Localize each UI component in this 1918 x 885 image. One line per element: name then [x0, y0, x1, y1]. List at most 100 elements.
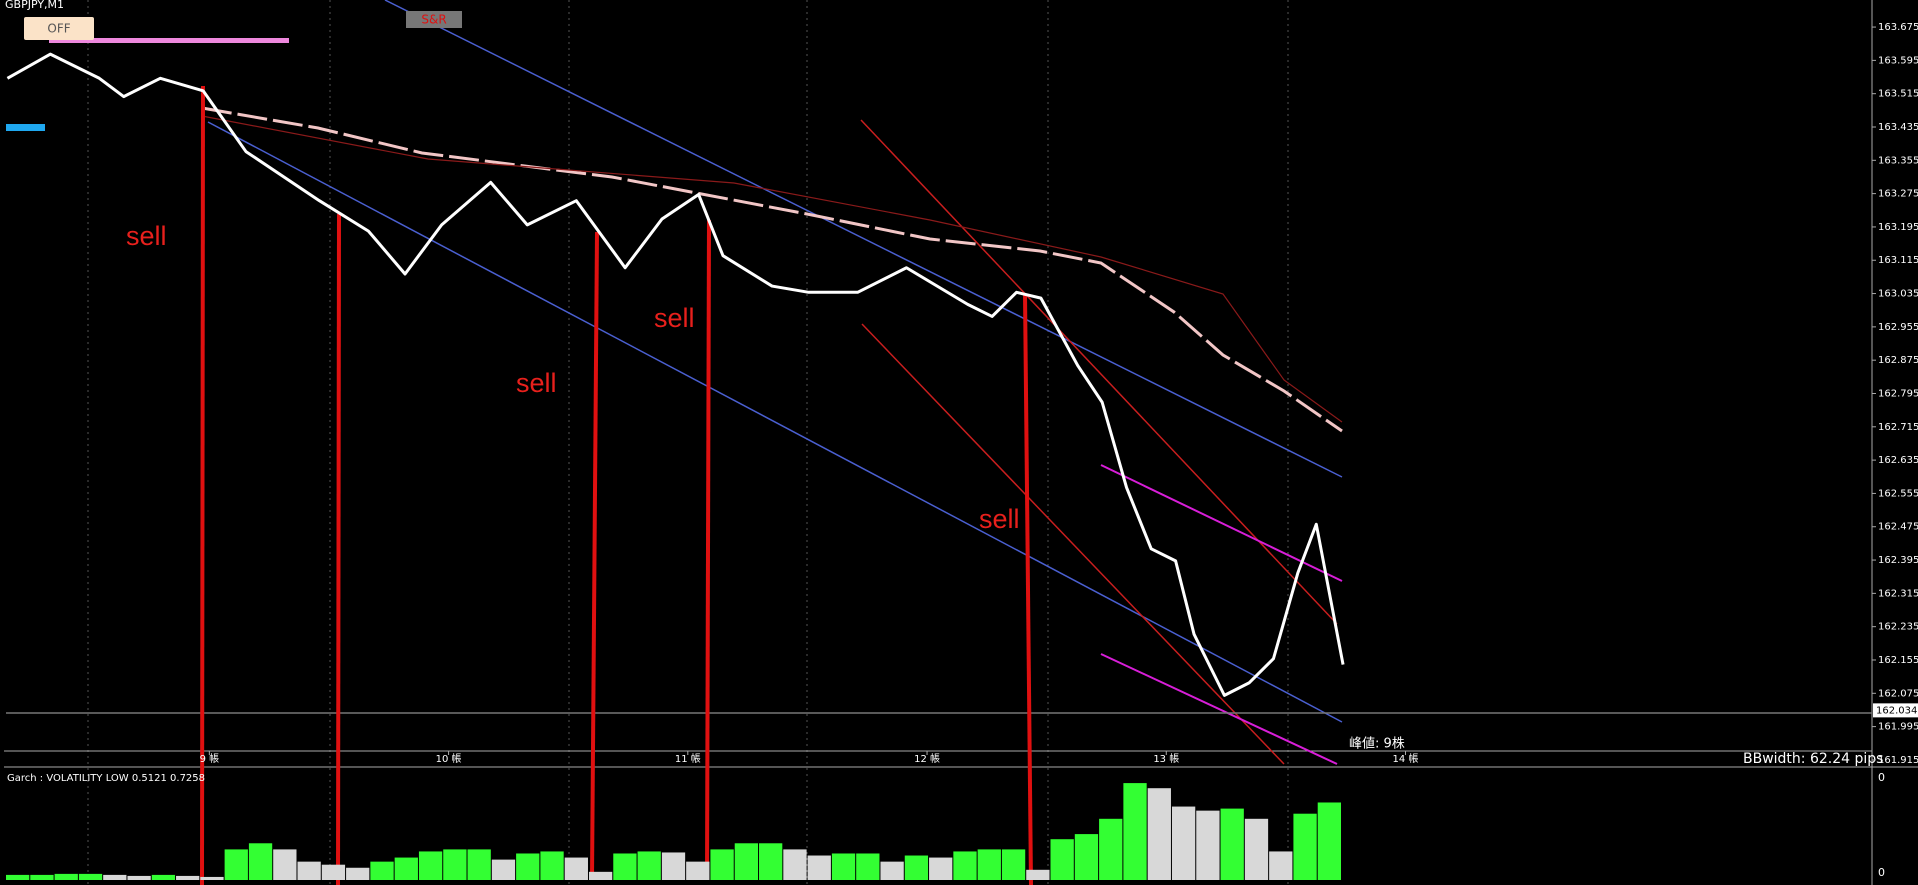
y-tick-label: 161.915 — [1878, 755, 1918, 766]
indicator-label: Garch : VOLATILITY LOW 0.5121 0.7258 — [7, 773, 205, 784]
volatility-bar — [78, 873, 103, 880]
level-bar — [49, 38, 289, 43]
x-tick-label: 11 帳 — [675, 752, 701, 765]
volatility-bar — [273, 849, 297, 880]
price-line — [6, 52, 1345, 697]
y-tick-label: 163.675 — [1878, 22, 1918, 33]
volatility-bar — [516, 853, 540, 880]
sr-button-label[interactable]: S&R — [421, 13, 446, 27]
y-tick-label: 163.115 — [1878, 255, 1918, 266]
volatility-bar — [977, 849, 1001, 880]
frame — [4, 0, 1918, 885]
y-tick-label: 161.995 — [1878, 722, 1918, 733]
volatility-bar — [783, 849, 807, 880]
volatility-bar — [443, 849, 467, 880]
x-tick-label: 13 帳 — [1153, 752, 1179, 765]
y-tick-label: 163.435 — [1878, 122, 1918, 133]
volatility-bar — [200, 876, 224, 880]
sell-label: sell — [979, 504, 1020, 534]
plot — [6, 52, 1345, 697]
volatility-bar — [1220, 808, 1244, 880]
volatility-bar — [613, 853, 637, 880]
y-tick-label: 162.075 — [1878, 688, 1918, 699]
volatility-bar — [248, 843, 273, 880]
sell-label: sell — [654, 303, 695, 333]
y-tick-label: 162.635 — [1878, 455, 1918, 466]
volatility-bar — [127, 875, 151, 880]
volatility-bar — [1244, 818, 1269, 880]
indicator-axis-label: 0 — [1878, 771, 1885, 784]
volatility-bar — [1050, 839, 1074, 880]
x-tick-label: 14 帳 — [1393, 752, 1419, 765]
volatility-bar — [30, 874, 54, 880]
volatility-bar — [831, 853, 856, 880]
volatility-bar — [661, 852, 686, 880]
volatility-bar — [151, 874, 176, 880]
y-tick-label: 162.475 — [1878, 522, 1918, 533]
y-tick-label: 162.395 — [1878, 555, 1918, 566]
volatility-bar — [1196, 810, 1220, 880]
volatility-bar — [1269, 851, 1293, 880]
level-bar — [6, 124, 45, 131]
x-tick-label: 9 帳 — [200, 752, 220, 765]
volatility-bar — [394, 857, 418, 880]
trend-lines — [6, 0, 1872, 765]
volatility-bar — [418, 851, 443, 880]
volatility-bar — [856, 853, 880, 880]
volatility-bar — [880, 861, 904, 880]
y-tick-label: 162.875 — [1878, 355, 1918, 366]
volatility-bar — [686, 861, 710, 880]
volatility-bar — [321, 864, 346, 880]
volatility-bar — [1171, 806, 1196, 880]
sell-signal-lines — [200, 85, 1033, 885]
width-note: 峰値: 9株 — [1349, 736, 1405, 752]
volatility-bar — [346, 867, 370, 880]
y-tick-label: 162.315 — [1878, 588, 1918, 599]
volatility-bar — [588, 871, 613, 880]
y-tick-label: 162.155 — [1878, 655, 1918, 666]
y-tick-label: 163.595 — [1878, 55, 1918, 66]
x-tick-label: 10 帳 — [436, 752, 462, 765]
volatility-bar — [1001, 849, 1026, 880]
indicator-axis-label: 0 — [1878, 866, 1885, 879]
volatility-bar — [710, 849, 734, 880]
volatility-bar — [953, 851, 977, 880]
sell-label: sell — [126, 221, 167, 251]
volatility-bar — [103, 874, 127, 880]
current-price-label: 162.034 — [1876, 705, 1917, 716]
sell-label: sell — [516, 368, 557, 398]
volatility-bar — [1099, 818, 1123, 880]
volatility-bar — [807, 855, 831, 880]
volatility-bar — [540, 851, 564, 880]
volatility-bar — [929, 857, 953, 880]
off-button[interactable] — [24, 17, 94, 40]
bbwidth-label: BBwidth: 62.24 pips — [1743, 751, 1883, 767]
volatility-bar — [734, 843, 759, 880]
y-tick-label: 163.355 — [1878, 155, 1918, 166]
y-tick-label: 162.715 — [1878, 422, 1918, 433]
y-tick-label: 163.195 — [1878, 222, 1918, 233]
x-tick-label: 12 帳 — [914, 752, 940, 765]
volatility-bar — [491, 859, 516, 880]
y-tick-label: 162.235 — [1878, 622, 1918, 633]
volatility-bar — [904, 855, 929, 880]
volatility-bar — [1026, 869, 1050, 880]
volatility-bar — [54, 873, 78, 880]
volatility-bar — [297, 861, 321, 880]
y-tick-label: 163.515 — [1878, 89, 1918, 100]
volatility-bar — [370, 861, 394, 880]
y-tick-label: 162.555 — [1878, 488, 1918, 499]
volatility-bar — [637, 851, 661, 880]
volatility-bar — [467, 849, 491, 880]
y-tick-label: 162.955 — [1878, 322, 1918, 333]
volatility-bar — [1147, 788, 1171, 880]
y-tick-label: 162.795 — [1878, 388, 1918, 399]
volatility-bar — [1293, 813, 1317, 880]
y-tick-label: 163.035 — [1878, 289, 1918, 300]
volatility-bar — [564, 857, 588, 880]
off-button-label[interactable]: OFF — [47, 22, 70, 36]
volatility-bar — [1317, 802, 1341, 880]
sr-button[interactable] — [406, 11, 462, 28]
volatility-bar — [1074, 834, 1099, 880]
